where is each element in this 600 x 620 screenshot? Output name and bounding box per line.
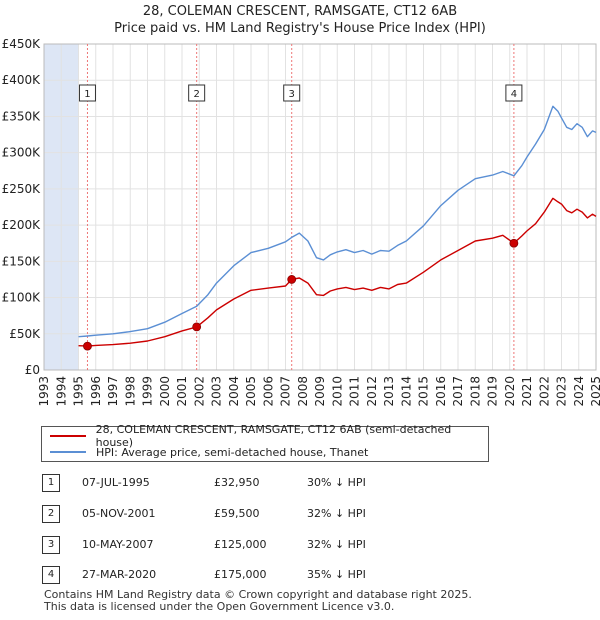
footer: Contains HM Land Registry data © Crown c… [44, 589, 472, 613]
transaction-badge: 4 [42, 566, 60, 584]
y-tick-label: £0 [25, 363, 40, 377]
x-tick-label: 2019 [486, 376, 500, 407]
x-tick-label: 1993 [37, 376, 51, 407]
transaction-date: 05-NOV-2001 [82, 507, 156, 520]
x-tick-label: 2001 [175, 376, 189, 407]
y-tick-label: £150K [2, 254, 42, 268]
plot-frame [43, 43, 597, 371]
transaction-label: 3 [289, 89, 295, 100]
x-tick-label: 2008 [296, 376, 310, 407]
x-tick-label: 2013 [382, 376, 396, 407]
x-tick-label: 2005 [244, 376, 258, 407]
y-tick-label: £350K [2, 109, 42, 123]
price-chart: £0 £50K £100K £150K £200K £250K £300K £350K £400… [2, 37, 600, 407]
transaction-price: £125,000 [214, 538, 267, 551]
x-tick-label: 2010 [330, 376, 344, 407]
y-tick-label: £200K [2, 218, 42, 232]
transaction-label-box [188, 84, 206, 102]
legend-item-hpi: HPI: Average price, semi-detached house,… [50, 445, 368, 459]
x-tick-label: 2007 [279, 376, 293, 407]
x-tick-label: 2000 [158, 376, 172, 407]
chart-legend: 28, COLEMAN CRESCENT, RAMSGATE, CT12 6AB… [41, 423, 489, 462]
x-tick-label: 2003 [210, 376, 224, 407]
x-tick-label: 2011 [348, 376, 362, 407]
transaction-date: 10-MAY-2007 [82, 538, 154, 551]
x-tick-label: 2024 [572, 376, 586, 407]
legend-swatch-property [50, 435, 86, 437]
x-tick-label: 1996 [89, 376, 103, 407]
x-tick-label: 2025 [589, 376, 600, 407]
y-tick-label: £250K [2, 182, 42, 196]
property-price-line [78, 197, 597, 347]
x-tick-label: 2017 [451, 376, 465, 407]
footer-license: This data is licensed under the Open Gov… [44, 600, 395, 613]
hpi-line [78, 105, 597, 338]
x-tick-label: 2006 [261, 376, 275, 407]
x-tick-label: 2014 [399, 376, 413, 407]
x-tick-label: 2022 [537, 376, 551, 407]
transaction-hpi: 35% ↓ HPI [307, 568, 366, 581]
transaction-date: 27-MAR-2020 [82, 568, 157, 581]
x-tick-label: 2023 [555, 376, 569, 407]
x-tick-label: 1999 [141, 376, 155, 407]
y-tick-label: £50K [9, 327, 41, 341]
x-tick-label: 1994 [54, 376, 68, 407]
chart-subtitle: Price paid vs. HM Land Registry's House … [114, 21, 486, 36]
legend-swatch-hpi [50, 451, 86, 453]
x-tick-label: 2009 [313, 376, 327, 407]
transaction-label-box [283, 84, 301, 102]
y-tick-label: £300K [2, 146, 42, 160]
x-tick-label: 2002 [192, 376, 206, 407]
legend-label-property: 28, COLEMAN CRESCENT, RAMSGATE, CT12 6AB… [95, 423, 452, 449]
transaction-marker [83, 341, 92, 351]
transaction-label-box [78, 84, 96, 102]
transaction-price: £175,000 [214, 568, 267, 581]
transaction-badge: 3 [42, 536, 60, 554]
x-tick-label: 2004 [227, 376, 241, 407]
x-tick-label: 2021 [520, 376, 534, 407]
y-tick-label: £100K [2, 291, 42, 305]
transaction-marker [192, 322, 202, 332]
transaction-hpi: 32% ↓ HPI [307, 507, 366, 520]
transaction-hpi: 32% ↓ HPI [307, 538, 366, 551]
transaction-badge: 1 [42, 474, 60, 492]
x-tick-label: 2018 [468, 376, 482, 407]
legend-item-property: 28, COLEMAN CRESCENT, RAMSGATE, CT12 6AB… [50, 423, 488, 449]
transaction-marker [287, 275, 297, 284]
x-tick-label: 2012 [365, 376, 379, 407]
transaction-label: 1 [84, 89, 90, 100]
legend-label-hpi: HPI: Average price, semi-detached house,… [96, 445, 369, 459]
x-tick-label: 2016 [434, 376, 448, 407]
transaction-marker [509, 238, 519, 248]
x-tick-label: 1995 [72, 376, 86, 407]
transaction-label: 4 [511, 89, 517, 100]
x-tick-label: 1998 [123, 376, 137, 407]
x-tick-label: 1997 [106, 376, 120, 407]
transaction-label: 2 [193, 89, 199, 100]
footer-copyright: Contains HM Land Registry data © Crown c… [44, 588, 472, 601]
transaction-date: 07-JUL-1995 [82, 476, 150, 489]
x-tick-label: 2015 [417, 376, 431, 407]
y-tick-label: £450K [2, 37, 42, 51]
transaction-label-box [505, 84, 523, 102]
transaction-price: £59,500 [214, 507, 260, 520]
chart-title: 28, COLEMAN CRESCENT, RAMSGATE, CT12 6AB [142, 4, 458, 19]
transaction-price: £32,950 [214, 476, 260, 489]
transaction-hpi: 30% ↓ HPI [307, 476, 366, 489]
y-tick-label: £400K [2, 73, 42, 87]
x-tick-label: 2020 [503, 376, 517, 407]
transaction-badge: 2 [42, 505, 60, 523]
